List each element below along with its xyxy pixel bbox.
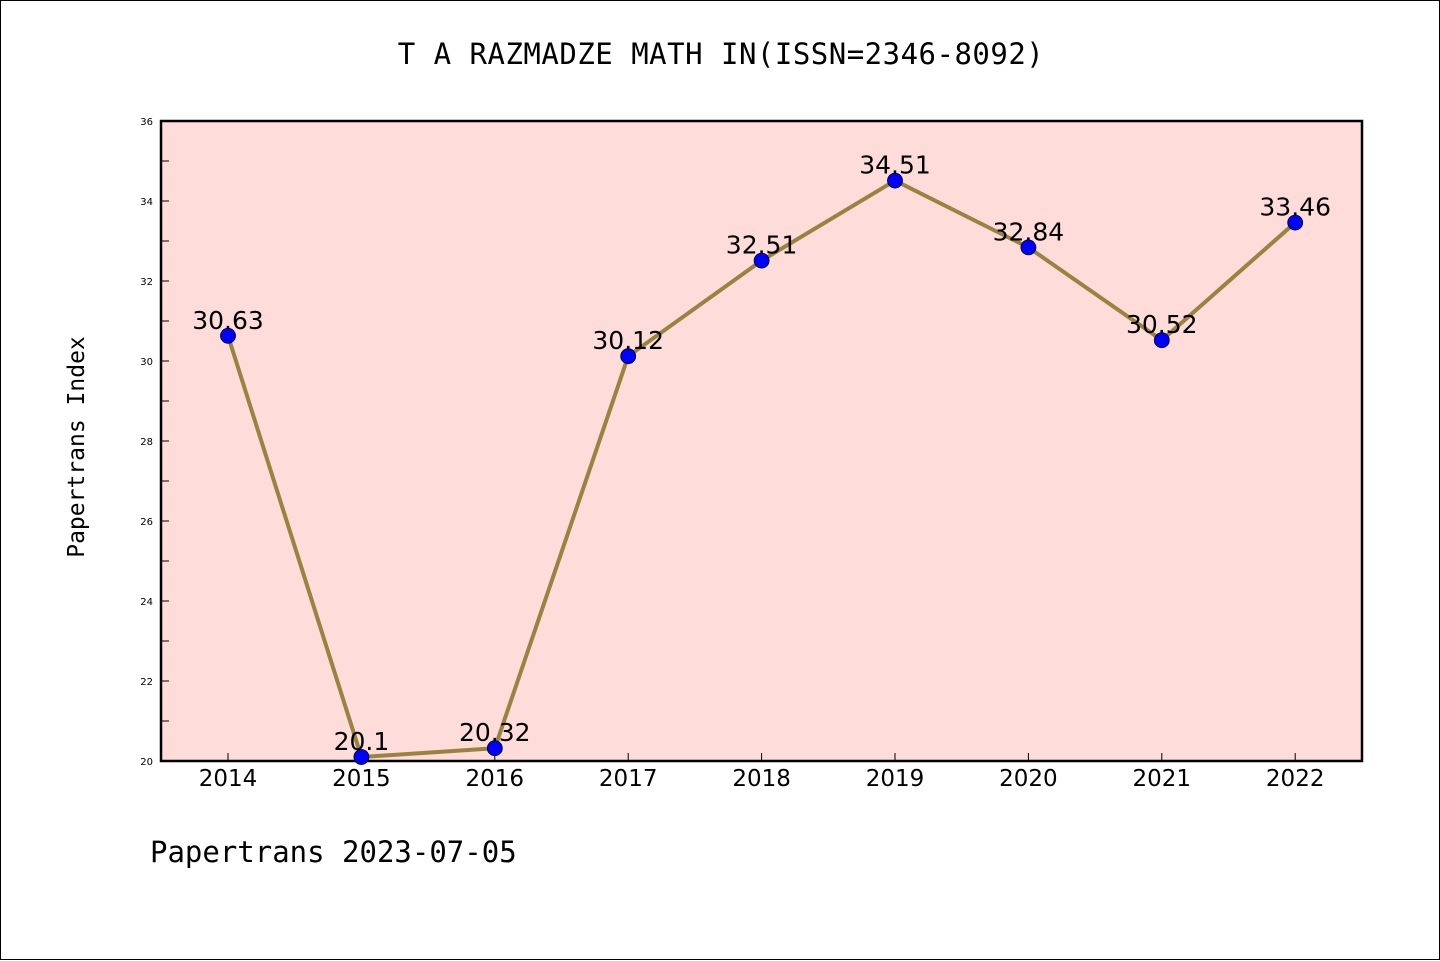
x-tick-label: 2014	[199, 766, 258, 792]
data-point-marker	[1020, 239, 1037, 256]
data-point-marker	[486, 740, 503, 757]
data-label: 30.12	[592, 326, 664, 355]
data-point-marker	[220, 327, 236, 344]
data-label: 32.51	[726, 231, 798, 260]
data-label: 30.63	[192, 306, 264, 335]
data-label: 20.1	[334, 727, 390, 756]
data-point-marker	[1287, 214, 1304, 231]
y-tick-label: 32	[140, 277, 153, 288]
data-label: 34.51	[859, 151, 931, 180]
data-labels: 30.63 20.1 20.32 30.12 32.51 34.51 32.84 30.52 3…	[192, 151, 1331, 756]
y-tick-label: 28	[140, 437, 153, 448]
x-axis-ticks: 2014 2015 2016 2017 2018 2019 2020 2021 2022	[199, 753, 1325, 792]
plot-area	[159, 119, 1364, 763]
y-tick-label: 26	[140, 517, 153, 528]
x-tick-label: 2020	[999, 766, 1058, 792]
x-tick-label: 2017	[599, 766, 658, 792]
y-tick-label: 24	[140, 597, 153, 608]
y-tick-label: 36	[140, 117, 153, 128]
x-tick-label: 2018	[732, 766, 791, 792]
series-markers	[220, 172, 1304, 765]
x-tick-label: 2022	[1266, 766, 1325, 792]
x-tick-label: 2015	[332, 766, 391, 792]
data-label: 33.46	[1259, 193, 1331, 222]
data-point-marker	[753, 252, 770, 269]
x-tick-label: 2016	[466, 766, 525, 792]
footer-note: Papertrans 2023-07-05	[150, 835, 517, 869]
x-tick-label: 2021	[1133, 766, 1192, 792]
data-label: 30.52	[1126, 310, 1198, 339]
data-label: 32.84	[993, 217, 1065, 246]
data-label: 20.32	[459, 718, 531, 747]
y-tick-label: 20	[140, 757, 153, 768]
y-tick-label: 22	[140, 677, 153, 688]
data-point-marker	[353, 749, 370, 765]
y-axis-ticks: 20 22 24 26 28 30 32 34 36	[140, 117, 169, 768]
chart-title: T A RAZMADZE MATH IN(ISSN=2346-8092)	[397, 37, 1045, 71]
y-tick-label: 30	[140, 357, 153, 368]
data-point-marker	[620, 348, 637, 365]
x-tick-label: 2019	[866, 766, 925, 792]
data-point-marker	[887, 172, 903, 189]
data-point-marker	[1153, 332, 1170, 349]
y-tick-label: 34	[140, 197, 153, 208]
